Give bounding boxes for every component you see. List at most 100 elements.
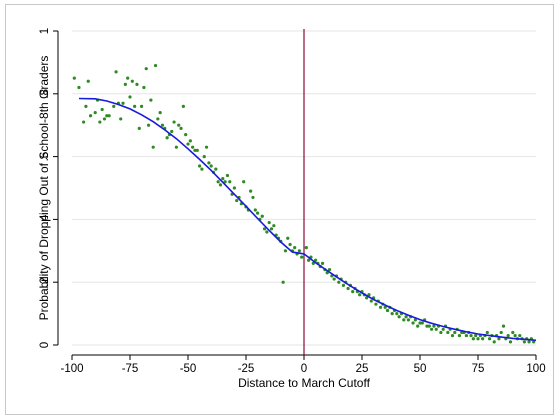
scatter-point [121, 101, 125, 105]
scatter-point [434, 327, 438, 331]
chart-frame [5, 4, 554, 415]
scatter-point [269, 227, 274, 231]
scatter-point [232, 186, 236, 190]
scatter-point [453, 330, 457, 335]
scatter-point [497, 337, 501, 341]
scatter-point [307, 258, 311, 262]
scatter-point [420, 321, 424, 325]
scatter-point [341, 283, 346, 287]
scatter-point [369, 299, 373, 303]
scatter-point [146, 123, 151, 127]
fit-line [78, 97, 537, 342]
x-tick-label: 100 [526, 363, 545, 375]
scatter-point [112, 104, 116, 108]
scatter-point [395, 312, 399, 316]
scatter-point [128, 95, 132, 99]
scatter-point [100, 107, 104, 112]
scatter-point [172, 120, 176, 124]
scatter-point [235, 198, 239, 203]
scatter-point [508, 340, 513, 344]
x-tick-label: -75 [122, 363, 139, 375]
scatter-point [193, 148, 197, 152]
scatter-point [346, 286, 350, 291]
scatter-point [221, 176, 225, 181]
scatter-point [123, 82, 127, 86]
scatter-point [249, 189, 253, 193]
scatter-point [228, 180, 232, 184]
x-tick-label: 50 [414, 363, 427, 375]
scatter-point [464, 333, 468, 338]
scatter-point [501, 324, 506, 328]
scatter-point [413, 318, 417, 322]
scatter-point [165, 136, 169, 140]
scatter-point [137, 126, 141, 130]
scatter-point [88, 114, 93, 118]
scatter-point [126, 76, 130, 80]
scatter-point [481, 337, 485, 341]
y-tick-label: .8 [39, 89, 51, 99]
x-axis-title: Distance to March Cutoff [238, 376, 371, 390]
scatter-point [130, 79, 134, 83]
scatter-point [223, 180, 227, 184]
scatter-point [218, 183, 223, 187]
scatter-point [114, 70, 118, 74]
scatter-point [332, 277, 336, 281]
scatter-point [135, 82, 139, 86]
scatter-point [476, 337, 480, 341]
scatter-point [253, 208, 257, 212]
scatter-point [142, 85, 146, 90]
scatter-point [427, 324, 431, 328]
x-tick-label: 25 [356, 363, 369, 375]
scatter-point [191, 145, 195, 149]
scatter-point [383, 305, 387, 309]
scatter-point [107, 114, 111, 118]
scatter-point [188, 139, 192, 143]
scatter-point [416, 324, 420, 328]
scatter-point [102, 117, 107, 121]
scatter-point [327, 268, 332, 272]
x-tick-label: 0 [301, 363, 307, 375]
scatter-point [267, 220, 271, 225]
scatter-point [457, 333, 462, 338]
scatter-point [216, 180, 220, 184]
scatter-point [492, 340, 496, 344]
scatter-point [214, 167, 218, 171]
scatter-point [499, 330, 503, 335]
scatter-point [390, 312, 394, 316]
scatter-point [77, 85, 81, 90]
scatter-point [469, 333, 473, 338]
scatter-point [72, 76, 76, 80]
scatter-point [351, 290, 355, 294]
scatter-point [153, 63, 158, 68]
scatter-point [260, 214, 264, 218]
scatter-point [397, 315, 401, 319]
scatter-point [446, 330, 450, 335]
scatter-point [506, 333, 510, 338]
scatter-point [402, 318, 406, 322]
scatter-point [225, 173, 230, 178]
scatter-point [283, 249, 288, 253]
scatter-point [385, 308, 390, 313]
scatter-point [144, 67, 148, 71]
scatter-point [425, 324, 429, 328]
scatter-point [522, 340, 527, 344]
scatter-point [198, 164, 202, 168]
scatter-point [204, 145, 209, 149]
scatter-point [256, 211, 260, 215]
scatter-point [488, 337, 492, 341]
x-tick-label: -25 [238, 363, 255, 375]
scatter-point [485, 330, 489, 335]
y-tick-label: .6 [39, 152, 51, 162]
scatter-point [432, 324, 436, 328]
scatter-point [378, 305, 383, 309]
scatter-point [300, 255, 304, 259]
scatter-point [160, 123, 165, 127]
scatter-point [518, 333, 522, 338]
axes [57, 31, 536, 356]
y-axis-title: Probability of Dropping Out of School-8t… [37, 56, 51, 321]
scatter-point [527, 340, 531, 344]
scatter-point [133, 104, 137, 108]
x-ticks: -100 -75 -50 -25 0 25 50 75 100 [60, 355, 546, 375]
scatter-point [314, 258, 318, 262]
